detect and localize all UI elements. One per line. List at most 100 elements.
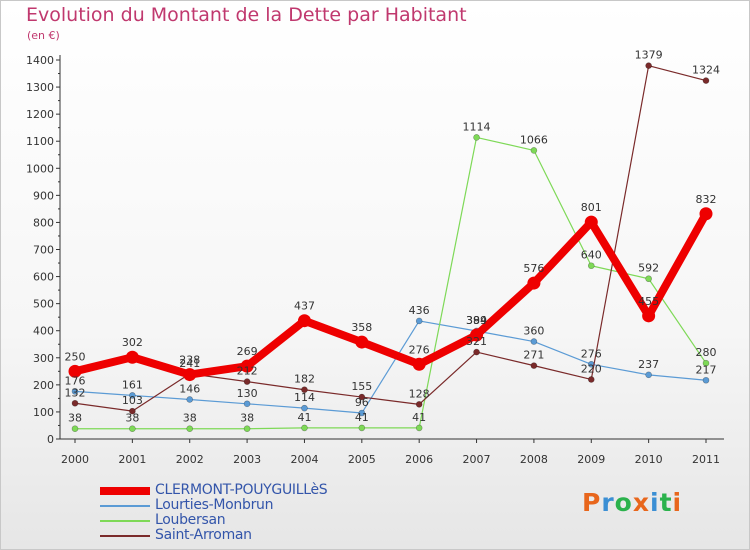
series-1-point — [129, 392, 136, 399]
data-label-s1-2002: 146 — [179, 382, 200, 395]
x-tick-label-2007: 2007 — [463, 453, 491, 466]
y-tick-label-1200: 1200 — [26, 108, 54, 121]
logo-letter: r — [601, 488, 615, 517]
series-0-point — [412, 357, 426, 371]
data-label-s3-2006: 128 — [409, 387, 430, 400]
series-2-point — [71, 425, 79, 433]
x-tick-label-2009: 2009 — [577, 453, 605, 466]
series-0-point — [297, 314, 311, 328]
series-1-point — [415, 317, 423, 325]
y-tick-label-100: 100 — [33, 406, 54, 419]
chart-title: Evolution du Montant de la Dette par Hab… — [26, 4, 467, 26]
data-label-s3-2002: 241 — [179, 357, 200, 370]
series-3-point — [71, 399, 79, 407]
logo-letter: t — [659, 488, 673, 517]
series-2-point — [587, 262, 595, 270]
legend-swatch-0 — [100, 487, 150, 495]
data-label-s1-2000: 176 — [65, 374, 86, 387]
data-label-s0-2009: 801 — [581, 201, 602, 214]
legend-swatch-1 — [100, 505, 150, 507]
series-line-3 — [74, 65, 707, 412]
series-2-point — [645, 275, 652, 283]
y-tick-label-1000: 1000 — [26, 162, 54, 175]
data-label-s2-2000: 38 — [68, 412, 82, 425]
y-tick-label-500: 500 — [33, 298, 54, 311]
y-tick-label-200: 200 — [33, 379, 54, 392]
data-label-s0-2002: 238 — [179, 354, 200, 367]
x-tick-label-2005: 2005 — [348, 453, 376, 466]
logo-letter: o — [614, 488, 633, 517]
data-label-s0-2011: 832 — [696, 193, 717, 206]
series-0-point — [125, 350, 139, 364]
legend-label-1: Lourties-Monbrun — [155, 497, 274, 513]
y-tick-label-800: 800 — [33, 216, 54, 229]
series-1-point — [243, 400, 251, 408]
series-line-1 — [74, 320, 707, 414]
series-3-point — [645, 62, 652, 69]
series-3-point — [473, 348, 480, 356]
series-3-point — [129, 407, 136, 415]
data-label-s0-2006: 276 — [409, 343, 430, 356]
data-label-s2-2004: 41 — [297, 411, 311, 424]
data-label-s3-2008: 271 — [523, 349, 544, 362]
x-tick-label-2004: 2004 — [290, 453, 318, 466]
series-1-point — [301, 404, 308, 412]
series-1-point — [186, 396, 194, 403]
data-label-s3-2011: 1324 — [692, 64, 720, 77]
series-1-point — [71, 388, 79, 395]
data-label-s3-2004: 182 — [294, 373, 315, 386]
series-0-point — [183, 368, 197, 382]
data-label-s1-2008: 360 — [523, 325, 544, 338]
series-0-point — [699, 207, 713, 221]
data-label-s3-2010: 1379 — [635, 49, 663, 62]
chart-subtitle: (en €) — [27, 29, 60, 42]
logo-letter: i — [672, 488, 683, 517]
data-label-s1-2006: 436 — [409, 304, 430, 317]
proxiti-logo: Proxiti — [582, 488, 682, 517]
y-tick-label-600: 600 — [33, 271, 54, 284]
data-label-s1-2001: 161 — [122, 378, 143, 391]
data-label-s0-2007: 384 — [466, 314, 487, 327]
data-label-s2-2011: 280 — [696, 346, 717, 359]
data-label-s1-2009: 276 — [581, 347, 602, 360]
series-2-point — [473, 134, 480, 141]
logo-letter: i — [650, 488, 660, 517]
y-tick-label-900: 900 — [33, 189, 54, 202]
data-label-s0-2001: 302 — [122, 336, 143, 349]
data-label-s2-2001: 38 — [125, 412, 139, 425]
series-3-point — [358, 393, 366, 401]
data-label-s2-2010: 592 — [638, 262, 659, 275]
data-label-s0-2005: 358 — [351, 321, 372, 334]
data-label-s2-2007: 1114 — [463, 120, 491, 133]
y-tick-label-400: 400 — [33, 325, 54, 338]
series-2-point — [243, 425, 251, 433]
series-2-point — [358, 424, 366, 432]
x-tick-label-2010: 2010 — [635, 453, 663, 466]
series-0-point — [68, 364, 82, 378]
legend-label-3: Saint-Arroman — [155, 527, 252, 543]
data-label-s3-2007: 321 — [466, 335, 487, 348]
data-label-s0-2008: 576 — [523, 262, 544, 275]
series-3-point — [587, 376, 595, 383]
data-label-s1-2010: 237 — [638, 358, 659, 371]
y-tick-label-1300: 1300 — [26, 81, 54, 94]
data-label-s3-2000: 132 — [65, 386, 86, 399]
data-label-s2-2005: 41 — [355, 411, 369, 424]
series-1-point — [702, 376, 710, 384]
legend-swatch-2 — [100, 520, 150, 522]
series-0-point — [527, 276, 541, 290]
data-label-s2-2006: 41 — [412, 411, 426, 424]
logo-letter: x — [632, 488, 650, 517]
series-2-point — [301, 424, 308, 432]
legend-swatch-3 — [100, 535, 150, 537]
data-label-s0-2000: 250 — [65, 350, 86, 363]
data-label-s1-2004: 114 — [294, 391, 315, 404]
series-3-point — [415, 401, 423, 408]
series-1-point — [530, 338, 538, 345]
series-2-point — [129, 425, 136, 433]
data-label-s2-2009: 640 — [581, 249, 602, 262]
data-label-s3-2001: 103 — [122, 394, 143, 407]
data-label-s1-2007: 399 — [466, 314, 487, 327]
data-label-s1-2003: 130 — [237, 387, 258, 400]
series-2-point — [702, 359, 710, 367]
